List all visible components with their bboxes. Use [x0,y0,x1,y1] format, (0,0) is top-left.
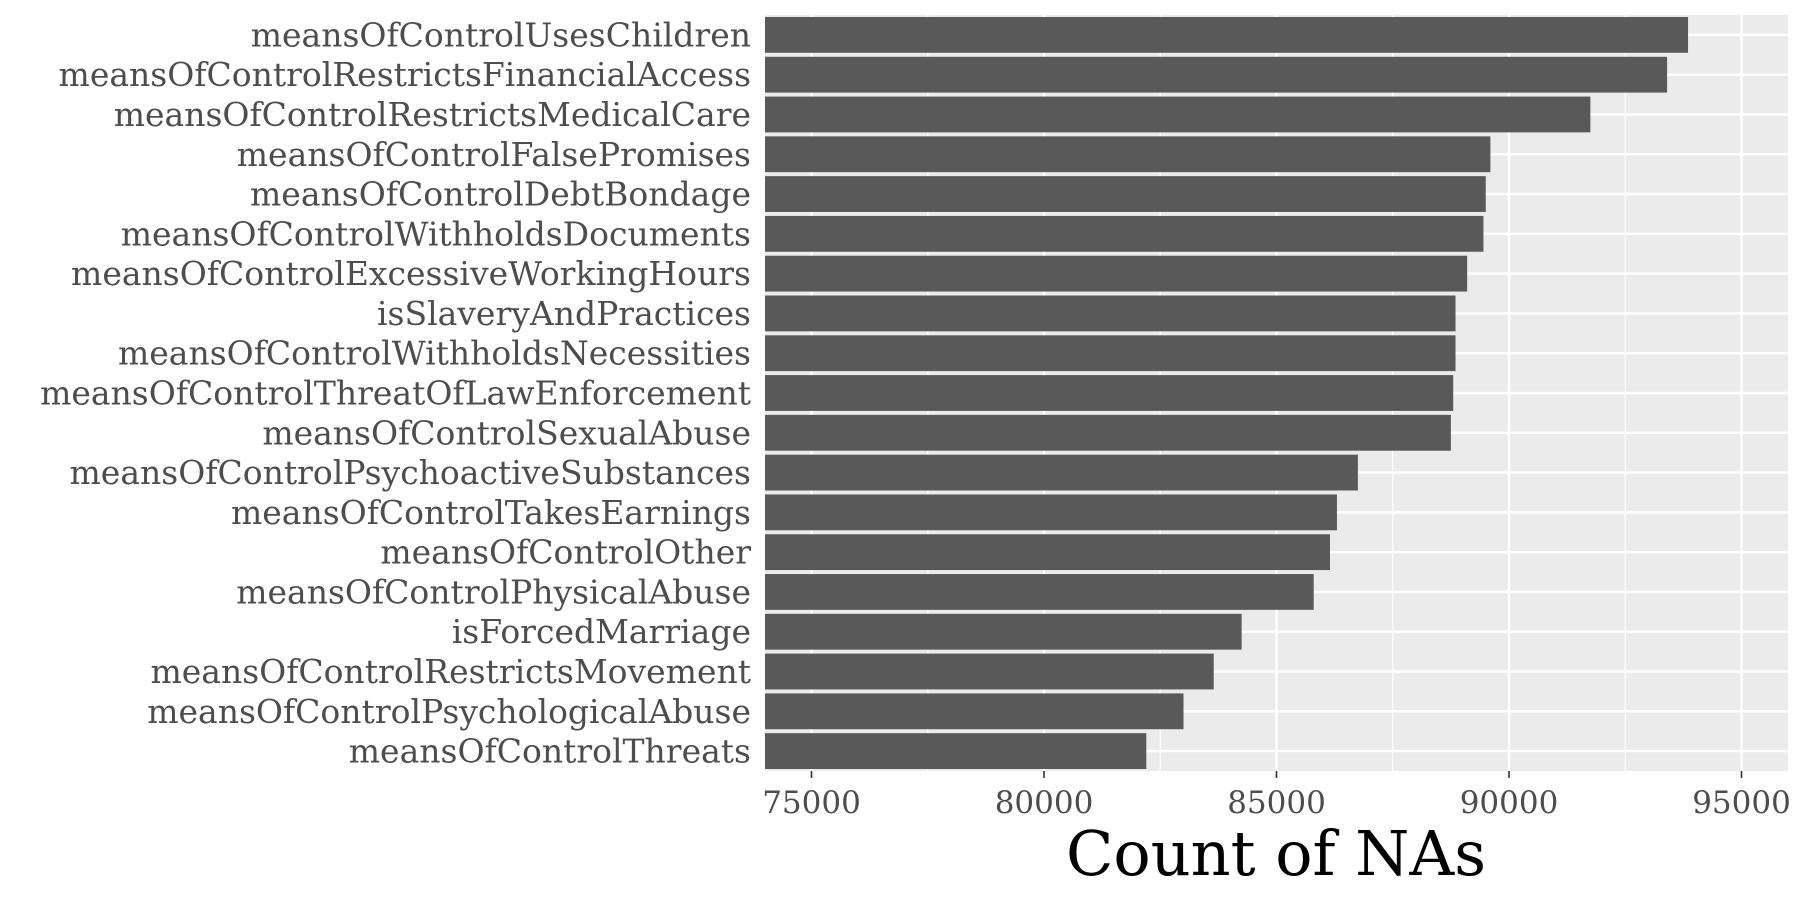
bar [765,494,1337,531]
x-tick-label: 75000 [762,785,861,821]
category-label: meansOfControlThreatOfLawEnforcement [40,374,751,413]
bar [765,534,1330,571]
category-label: isForcedMarriage [452,612,751,651]
x-axis-ticks: 75000 80000 85000 90000 95000 [762,771,1791,821]
bars [765,16,1689,770]
category-label: meansOfControlRestrictsMedicalCare [114,95,751,134]
bar [765,16,1689,53]
bar [765,375,1454,411]
bar [765,176,1486,212]
bar [765,295,1456,332]
category-label: meansOfControlUsesChildren [251,15,751,54]
x-tick-label: 95000 [1692,785,1791,821]
bar [765,335,1456,372]
category-label: meansOfControlPsychologicalAbuse [147,692,751,731]
bar [765,414,1451,451]
bar [765,96,1591,133]
category-labels: meansOfControlUsesChildrenmeansOfControl… [40,15,751,770]
category-label: meansOfControlOther [380,533,751,572]
x-tick-label: 90000 [1460,785,1559,821]
category-label: isSlaveryAndPractices [377,294,751,333]
bar [765,56,1668,93]
category-label: meansOfControlDebtBondage [250,175,751,214]
x-axis-title: Count of NAs [1066,817,1486,890]
bar [765,653,1214,690]
x-tick-label: 85000 [1227,785,1326,821]
category-label: meansOfControlTakesEarnings [231,493,751,532]
bar [765,136,1491,173]
category-label: meansOfControlFalsePromises [237,135,751,174]
category-label: meansOfControlPsychoactiveSubstances [70,453,751,492]
bar [765,693,1184,730]
x-tick-label: 80000 [995,785,1094,821]
category-label: meansOfControlWithholdsNecessities [118,334,751,373]
bar [765,215,1484,252]
category-label: meansOfControlWithholdsDocuments [121,214,751,253]
bar [765,613,1242,650]
bar [765,574,1314,610]
category-label: meansOfControlExcessiveWorkingHours [71,254,751,293]
category-label: meansOfControlPhysicalAbuse [236,572,751,611]
bar [765,255,1468,292]
category-label: meansOfControlThreats [349,732,751,771]
category-label: meansOfControlRestrictsFinancialAccess [59,55,751,94]
category-label: meansOfControlSexualAbuse [262,413,751,452]
category-label: meansOfControlRestrictsMovement [150,652,751,691]
bar [765,733,1147,770]
bar [765,454,1358,491]
